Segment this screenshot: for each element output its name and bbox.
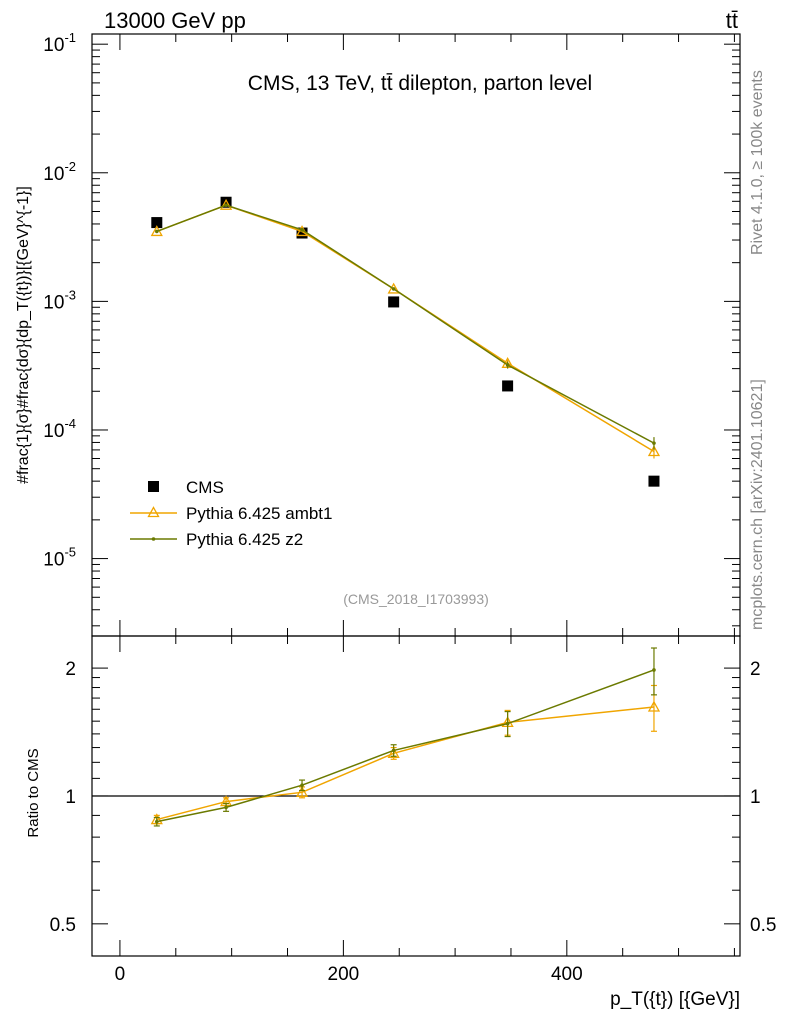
ratio-point-z2 [155, 819, 159, 824]
ratio-y-tick-label-right: 0.5 [750, 915, 776, 936]
data-point-cms [648, 475, 660, 487]
ratio-line-z2 [156, 669, 655, 823]
ratio-line-ambt1 [156, 706, 655, 821]
y-tick-label: 10-4 [43, 416, 76, 442]
data-point-z2 [224, 203, 228, 207]
ratio-point-z2 [300, 783, 304, 788]
ratio-point-z2 [505, 721, 510, 726]
legend-label-z2: Pythia 6.425 z2 [186, 530, 303, 549]
x-tick-label: 0 [115, 964, 126, 985]
y-tick-label: 10-5 [43, 545, 76, 571]
data-point-ambt1 [387, 282, 400, 294]
x-axis-label: p_T({t}) [{GeV}] [610, 989, 740, 1010]
analysis-watermark: (CMS_2018_I1703993) [343, 591, 489, 607]
header-right: tt̄ [726, 8, 738, 33]
ratio-panel: Ratio to CMS 0.5 0.5 1 1 2 2 0 200 400 p_T({t}) … [25, 635, 776, 1010]
data-point-cms [220, 196, 232, 208]
ratio-axis-ticks: 0.5 0.5 1 1 2 2 0 200 400 [50, 636, 776, 985]
data-point-cms [502, 380, 514, 392]
ratio-point-z2 [224, 805, 228, 810]
main-panel: CMS, 13 TeV, tt̄ dilepton, parton level … [15, 30, 741, 637]
x-tick-label: 400 [551, 964, 583, 985]
ratio-point-ambt1 [295, 785, 309, 797]
ratio-point-ambt1 [647, 700, 661, 712]
data-point-cms [151, 217, 163, 229]
ratio-y-axis-label: Ratio to CMS [25, 748, 42, 837]
legend-label-cms: CMS [186, 478, 224, 497]
rivet-version-text: Rivet 4.1.0, ≥ 100k events [749, 70, 766, 255]
series-line-z2 [156, 204, 655, 444]
ratio-y-tick-label-right: 1 [750, 787, 761, 808]
ratio-series [150, 647, 661, 827]
ratio-point-z2 [391, 748, 396, 753]
chart-title: CMS, 13 TeV, tt̄ dilepton, parton level [248, 72, 592, 95]
data-point-z2 [300, 228, 304, 232]
ratio-point-ambt1 [387, 746, 400, 758]
x-tick-label: 200 [328, 964, 360, 985]
y-tick-label: 10-3 [43, 287, 76, 313]
data-point-z2 [391, 287, 396, 291]
legend-marker-cms [148, 481, 159, 492]
legend-marker-ambt1 [147, 506, 160, 518]
main-series [150, 196, 661, 487]
ratio-y-tick-label-left: 1 [65, 787, 76, 808]
data-point-ambt1 [647, 445, 661, 457]
data-point-z2 [652, 441, 656, 445]
ratio-y-tick-label-left: 2 [65, 659, 76, 680]
ratio-point-z2 [652, 668, 656, 672]
main-y-axis-label: #frac{1}{σ}#frac{dσ}{dp_T({t})}[{GeV}^{-… [15, 186, 32, 484]
legend-label-ambt1: Pythia 6.425 ambt1 [186, 504, 332, 523]
ratio-panel-frame [91, 635, 741, 957]
data-point-z2 [155, 229, 159, 234]
legend: CMS Pythia 6.425 ambt1 Pythia 6.425 z2 [130, 478, 332, 549]
mcplots-reference-text: mcplots.cern.ch [arXiv:2401.10621] [749, 379, 766, 630]
data-point-cms [388, 296, 400, 308]
main-axis-ticks: 10-5 10-4 10-3 10-2 10-1 [43, 30, 740, 636]
ratio-y-tick-label-right: 2 [750, 659, 761, 680]
data-point-z2 [505, 363, 510, 367]
data-point-cms [296, 227, 308, 239]
series-line-ambt1 [156, 204, 655, 453]
y-tick-label: 10-1 [43, 30, 76, 56]
data-point-ambt1 [219, 198, 233, 210]
header-left: 13000 GeV pp [104, 8, 246, 33]
legend-marker-z2 [151, 537, 156, 541]
y-tick-label: 10-2 [43, 159, 76, 185]
ratio-y-tick-label-left: 0.5 [50, 915, 76, 936]
